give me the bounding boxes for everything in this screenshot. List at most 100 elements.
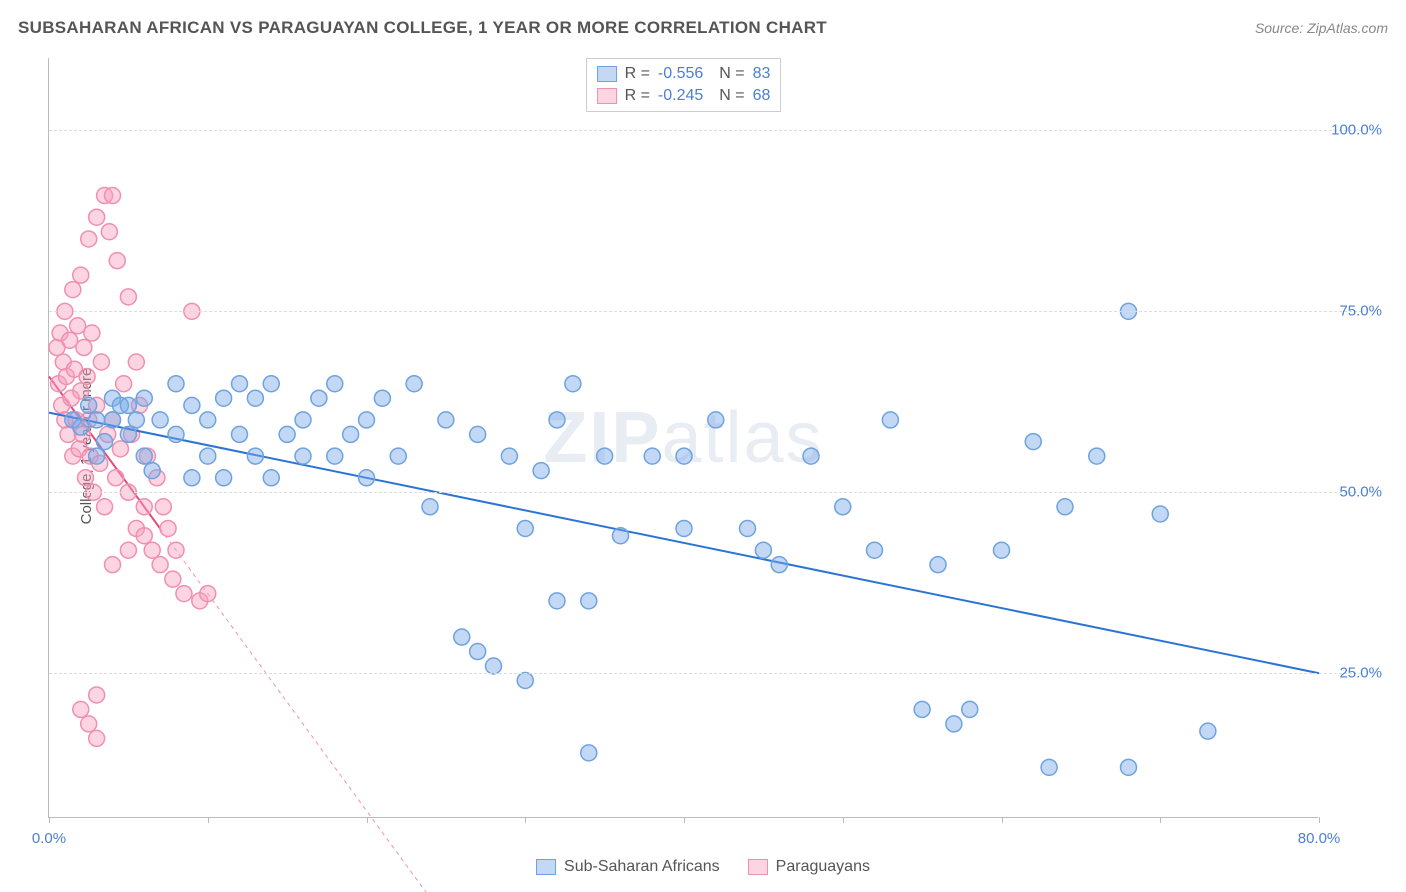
- data-point: [78, 470, 94, 486]
- data-point: [81, 231, 97, 247]
- data-point: [152, 557, 168, 573]
- data-point: [343, 426, 359, 442]
- data-point: [327, 376, 343, 392]
- data-point: [882, 412, 898, 428]
- data-point: [136, 528, 152, 544]
- data-point: [755, 542, 771, 558]
- data-point: [200, 586, 216, 602]
- x-tick-label: 80.0%: [1298, 830, 1341, 847]
- data-point: [295, 448, 311, 464]
- y-tick-label: 25.0%: [1339, 665, 1382, 682]
- data-point: [160, 520, 176, 536]
- y-tick-label: 50.0%: [1339, 484, 1382, 501]
- data-point: [62, 332, 78, 348]
- data-point: [120, 542, 136, 558]
- data-point: [581, 593, 597, 609]
- data-point: [1041, 759, 1057, 775]
- data-point: [168, 376, 184, 392]
- data-point: [1121, 759, 1137, 775]
- data-point: [613, 528, 629, 544]
- legend-label-pink: Paraguayans: [776, 858, 870, 876]
- swatch-blue-icon: [536, 859, 556, 875]
- data-point: [216, 390, 232, 406]
- x-tick-label: 0.0%: [32, 830, 66, 847]
- legend-row-pink: R = -0.245 N = 68: [597, 85, 771, 107]
- data-point: [112, 441, 128, 457]
- data-point: [136, 448, 152, 464]
- data-point: [994, 542, 1010, 558]
- data-point: [136, 499, 152, 515]
- data-point: [81, 716, 97, 732]
- data-point: [136, 390, 152, 406]
- data-point: [263, 470, 279, 486]
- r-value-blue: -0.556: [658, 65, 703, 83]
- data-point: [79, 368, 95, 384]
- chart-title: SUBSAHARAN AFRICAN VS PARAGUAYAN COLLEGE…: [18, 18, 827, 38]
- data-point: [152, 412, 168, 428]
- data-point: [946, 716, 962, 732]
- data-point: [97, 434, 113, 450]
- data-point: [120, 426, 136, 442]
- data-point: [168, 542, 184, 558]
- data-point: [109, 253, 125, 269]
- data-point: [406, 376, 422, 392]
- x-tick: [367, 817, 368, 823]
- y-tick-label: 100.0%: [1331, 122, 1382, 139]
- data-point: [295, 412, 311, 428]
- plot-area: ZIPatlas R = -0.556 N = 83 R = -0.245 N …: [48, 58, 1318, 818]
- data-point: [263, 376, 279, 392]
- data-point: [327, 448, 343, 464]
- data-point: [128, 412, 144, 428]
- x-tick: [843, 817, 844, 823]
- legend-item-pink: Paraguayans: [748, 858, 870, 876]
- data-point: [65, 282, 81, 298]
- n-value-blue: 83: [753, 65, 771, 83]
- swatch-pink-icon: [748, 859, 768, 875]
- n-label: N =: [719, 65, 744, 83]
- data-point: [73, 701, 89, 717]
- data-point: [128, 354, 144, 370]
- n-label: N =: [719, 87, 744, 105]
- data-point: [89, 209, 105, 225]
- data-point: [533, 463, 549, 479]
- data-point: [1025, 434, 1041, 450]
- data-point: [390, 448, 406, 464]
- data-point: [105, 557, 121, 573]
- x-tick: [1319, 817, 1320, 823]
- x-tick: [525, 817, 526, 823]
- legend-row-blue: R = -0.556 N = 83: [597, 63, 771, 85]
- data-point: [89, 687, 105, 703]
- n-value-pink: 68: [753, 87, 771, 105]
- data-point: [549, 412, 565, 428]
- gridline: [49, 673, 1362, 674]
- data-point: [216, 470, 232, 486]
- data-point: [89, 412, 105, 428]
- x-tick: [1160, 817, 1161, 823]
- data-point: [176, 586, 192, 602]
- data-point: [517, 672, 533, 688]
- x-tick: [49, 817, 50, 823]
- data-point: [1200, 723, 1216, 739]
- data-point: [867, 542, 883, 558]
- correlation-legend: R = -0.556 N = 83 R = -0.245 N = 68: [586, 58, 782, 112]
- data-point: [311, 390, 327, 406]
- data-point: [84, 325, 100, 341]
- data-point: [116, 376, 132, 392]
- data-point: [501, 448, 517, 464]
- source-prefix: Source:: [1255, 20, 1307, 36]
- data-point: [962, 701, 978, 717]
- data-point: [93, 354, 109, 370]
- data-point: [73, 267, 89, 283]
- data-point: [120, 397, 136, 413]
- gridline: [49, 311, 1362, 312]
- data-point: [279, 426, 295, 442]
- data-point: [108, 470, 124, 486]
- data-point: [470, 644, 486, 660]
- swatch-blue: [597, 66, 617, 82]
- data-point: [184, 397, 200, 413]
- data-point: [97, 499, 113, 515]
- data-point: [676, 448, 692, 464]
- r-label: R =: [625, 65, 650, 83]
- data-point: [771, 557, 787, 573]
- data-point: [374, 390, 390, 406]
